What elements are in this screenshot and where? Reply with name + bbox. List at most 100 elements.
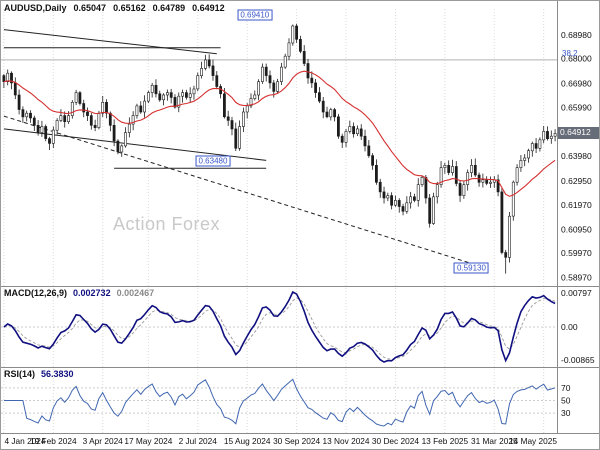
candle-body <box>17 94 21 110</box>
price-axis-label: 0.58970 <box>561 272 592 282</box>
price-annotation[interactable]: 0.69410 <box>237 9 273 21</box>
candle-body <box>279 66 283 82</box>
candle-body <box>207 59 211 67</box>
price-annotation[interactable]: 0.63480 <box>195 155 231 167</box>
watermark: Action Forex <box>113 214 221 234</box>
candle-body <box>481 179 485 183</box>
candle-body <box>390 195 394 206</box>
rsi-value: 56.3830 <box>41 369 74 379</box>
candle-body <box>204 59 207 69</box>
candle-body <box>416 184 420 201</box>
price-axis-label: 0.66980 <box>561 78 592 88</box>
candle-body <box>226 116 230 121</box>
rsi-title-bar: RSI(14) 56.3830 <box>4 369 74 379</box>
price-axis-label: 0.59970 <box>561 248 592 258</box>
candle-body <box>181 92 185 97</box>
candle-body <box>192 88 196 95</box>
candle-body <box>329 109 333 118</box>
candle-body <box>504 252 508 258</box>
ohlc-high: 0.65162 <box>113 3 146 13</box>
gridlines <box>3 9 545 433</box>
trendline-4[interactable] <box>3 115 491 270</box>
trendline-0[interactable] <box>3 29 217 55</box>
candle-body <box>424 177 428 199</box>
candle-body <box>127 123 131 133</box>
candle-body <box>382 191 386 199</box>
price-axis-label: 0.65990 <box>561 102 592 112</box>
candle-body <box>401 206 405 212</box>
ma-line[interactable] <box>3 70 556 197</box>
price-axis[interactable]: 0.68980 0.68000 0.66980 0.65990 0.63980 0.629… <box>561 30 592 283</box>
candle-body <box>405 202 409 212</box>
candle-body <box>169 92 173 98</box>
candle-body <box>272 82 276 92</box>
candle-body <box>120 145 124 153</box>
macd-main-line[interactable] <box>3 290 556 363</box>
candle-body <box>173 97 177 108</box>
date-axis-label: 17 May 2024 <box>124 436 172 446</box>
candle-body <box>409 196 413 204</box>
candle-body <box>485 179 489 184</box>
macd-axis[interactable]: 0.00797 0.00 -0.00865 <box>561 288 595 365</box>
date-axis-label: 15 Aug 2024 <box>224 436 271 446</box>
date-axis-label: 31 Mar 2025 <box>471 436 518 446</box>
candle-body <box>78 92 82 104</box>
candle-body <box>143 100 147 113</box>
symbol-timeframe-label: AUDUSD,Daily <box>4 3 67 13</box>
candle-body <box>245 105 249 113</box>
candle-body <box>108 112 112 126</box>
candle-body <box>310 77 314 84</box>
candle-body <box>371 155 375 166</box>
candle-body <box>462 184 466 196</box>
candle-body <box>74 92 78 103</box>
candle-body <box>147 92 150 102</box>
price-annotation[interactable]: 0.59130 <box>454 262 489 274</box>
macd-signal-line[interactable] <box>3 297 556 360</box>
candle-body <box>135 105 139 116</box>
macd-axis-label: -0.00865 <box>561 355 595 365</box>
date-axis-label: 3 Apr 2024 <box>83 436 124 446</box>
candle-body <box>283 55 287 68</box>
trendline-2[interactable] <box>3 128 267 161</box>
candle-body <box>439 167 443 185</box>
chart-title-bar: AUDUSD,Daily 0.65047 0.65162 0.64789 0.6… <box>4 3 225 13</box>
candle-body <box>32 117 36 126</box>
candle-body <box>139 105 143 113</box>
candle-body <box>219 86 223 95</box>
candle-body <box>333 109 337 118</box>
candle-body <box>188 93 192 98</box>
rsi-axis[interactable]: 70 50 30 <box>561 383 571 418</box>
candle-body <box>314 82 318 93</box>
current-price-tag: 0.64912 <box>558 127 599 140</box>
date-axis-label: 4 Jan 2024 <box>4 436 45 446</box>
date-axis-label: 13 Feb 2025 <box>422 436 469 446</box>
macd-main-value: 0.002732 <box>73 288 111 298</box>
candle-body <box>55 120 59 131</box>
candle-body <box>230 120 234 130</box>
candle-body <box>59 115 63 121</box>
candle-body <box>89 115 93 126</box>
candle-body <box>276 81 280 92</box>
candle-body <box>420 177 424 185</box>
candle-body <box>435 184 439 198</box>
candle-body <box>546 131 549 139</box>
candle-body <box>124 132 127 147</box>
candle-body <box>428 197 432 224</box>
candle-body <box>40 126 44 133</box>
fib-label: 38.2 <box>562 48 578 58</box>
candle-body <box>359 128 363 137</box>
candle-body <box>105 102 108 114</box>
candle-body <box>508 215 511 258</box>
candle-body <box>238 126 242 149</box>
candle-body <box>374 165 378 183</box>
candle-body <box>397 200 401 207</box>
candle-body <box>542 131 546 141</box>
rsi-line[interactable] <box>3 378 556 427</box>
candle-body <box>496 179 500 193</box>
candle-body <box>97 112 101 128</box>
candle-body <box>466 172 470 185</box>
candle-body <box>260 66 264 82</box>
candle-body <box>2 75 6 82</box>
